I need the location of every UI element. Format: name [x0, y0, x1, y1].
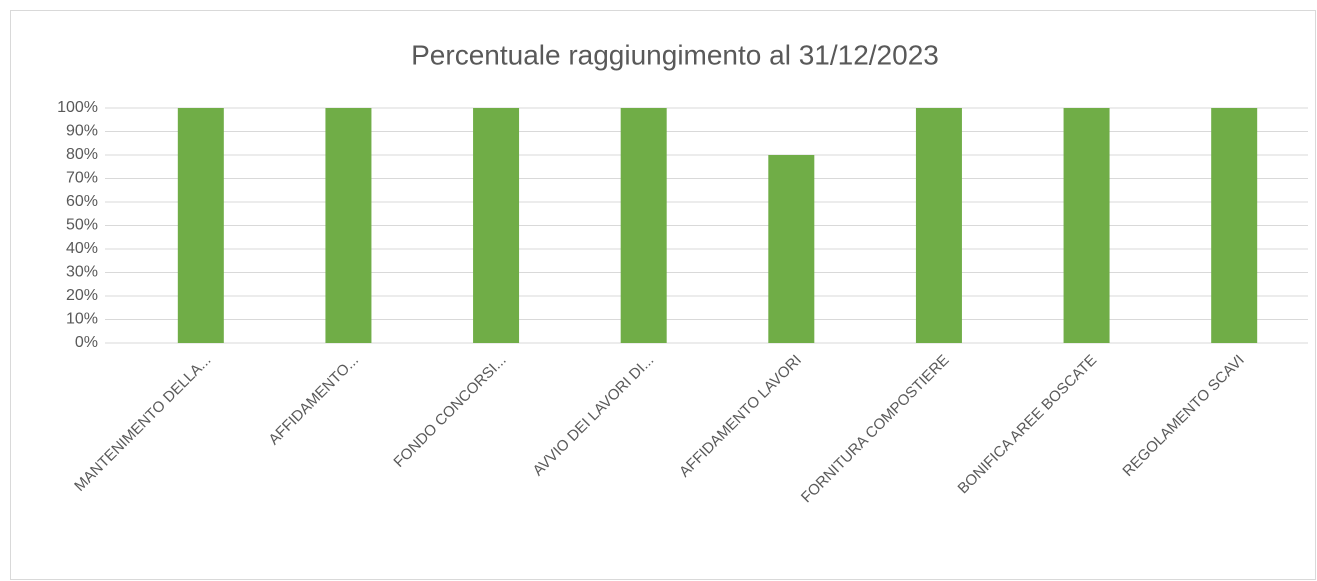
bar	[177, 108, 224, 343]
y-tick-label: 100%	[57, 99, 98, 116]
y-tick-label: 20%	[66, 287, 98, 304]
y-tick-label: 70%	[66, 170, 98, 187]
bar	[473, 108, 520, 343]
y-tick-label: 90%	[66, 123, 98, 140]
bar	[915, 108, 962, 343]
bar	[1063, 108, 1110, 343]
y-tick-label: 80%	[66, 146, 98, 163]
chart-title: Percentuale raggiungimento al 31/12/2023	[411, 39, 939, 70]
y-tick-label: 50%	[66, 217, 98, 234]
bar	[325, 108, 372, 343]
y-tick-label: 60%	[66, 193, 98, 210]
y-tick-label: 40%	[66, 240, 98, 257]
bar	[620, 108, 667, 343]
bar	[1211, 108, 1258, 343]
y-tick-label: 10%	[66, 311, 98, 328]
y-tick-label: 30%	[66, 264, 98, 281]
bar	[768, 155, 815, 343]
y-tick-label: 0%	[75, 334, 98, 351]
